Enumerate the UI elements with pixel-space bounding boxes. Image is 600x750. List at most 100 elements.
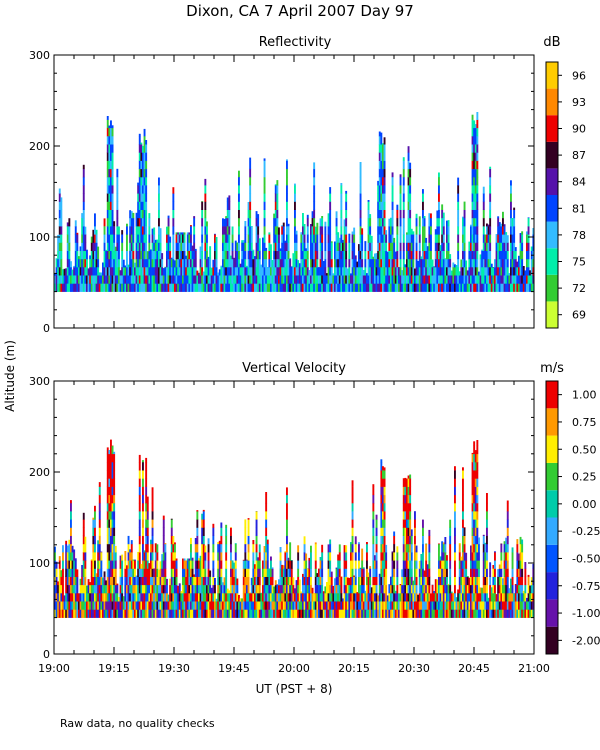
heatmap-cell bbox=[418, 283, 421, 292]
heatmap-cell bbox=[330, 571, 333, 577]
heatmap-cell bbox=[329, 283, 332, 292]
heatmap-cell bbox=[73, 576, 76, 586]
heatmap-cell bbox=[218, 609, 221, 618]
heatmap-cell bbox=[113, 576, 116, 586]
heatmap-cell bbox=[110, 242, 112, 251]
heatmap-cell bbox=[151, 267, 154, 276]
heatmap-cell bbox=[137, 593, 140, 602]
heatmap-cell bbox=[530, 283, 533, 292]
heatmap-cell bbox=[63, 275, 66, 284]
heatmap-cell bbox=[204, 593, 207, 602]
heatmap-cell bbox=[260, 267, 263, 276]
heatmap-cell bbox=[316, 258, 319, 268]
heatmap-cell bbox=[108, 185, 111, 194]
heatmap-cell bbox=[82, 267, 85, 276]
heatmap-cell bbox=[490, 283, 493, 292]
heatmap-cell bbox=[242, 258, 245, 268]
heatmap-cell bbox=[71, 545, 74, 553]
heatmap-cell bbox=[458, 568, 461, 577]
heatmap-cell bbox=[462, 258, 464, 268]
heatmap-cell bbox=[313, 258, 316, 268]
heatmap-cell bbox=[71, 283, 74, 292]
heatmap-cell bbox=[383, 535, 386, 545]
heatmap-cell bbox=[305, 576, 308, 586]
heatmap-cell bbox=[422, 189, 424, 194]
heatmap-cell bbox=[54, 275, 56, 284]
heatmap-cell bbox=[366, 275, 368, 284]
heatmap-cell bbox=[94, 576, 96, 586]
heatmap-cell bbox=[356, 592, 359, 594]
heatmap-cell bbox=[263, 593, 266, 602]
heatmap-cell bbox=[135, 242, 138, 251]
heatmap-cell bbox=[383, 576, 386, 586]
heatmap-cell bbox=[454, 584, 456, 594]
heatmap-cell bbox=[247, 552, 250, 561]
heatmap-cell bbox=[330, 609, 333, 618]
heatmap-cell bbox=[196, 511, 199, 520]
heatmap-cell bbox=[244, 601, 247, 610]
heatmap-cell bbox=[526, 231, 528, 235]
heatmap-cell bbox=[230, 584, 232, 594]
heatmap-cell bbox=[329, 217, 332, 227]
heatmap-cell bbox=[441, 609, 444, 618]
heatmap-cell bbox=[359, 283, 362, 292]
heatmap-cell bbox=[438, 601, 440, 610]
heatmap-cell bbox=[330, 242, 333, 251]
heatmap-cell bbox=[374, 609, 376, 618]
heatmap-cell bbox=[68, 552, 71, 561]
heatmap-cell bbox=[110, 511, 112, 520]
heatmap-cell bbox=[177, 267, 180, 276]
heatmap-cell bbox=[476, 144, 479, 153]
heatmap-cell bbox=[153, 568, 156, 577]
heatmap-cell bbox=[106, 494, 109, 504]
heatmap-cell bbox=[142, 267, 144, 276]
heatmap-cell bbox=[476, 519, 479, 528]
heatmap-cell bbox=[279, 552, 282, 561]
heatmap-cell bbox=[70, 535, 72, 545]
heatmap-cell bbox=[113, 275, 116, 284]
heatmap-cell bbox=[95, 593, 98, 602]
heatmap-cell bbox=[425, 250, 428, 260]
colorbar-swatch bbox=[546, 168, 558, 195]
heatmap-cell bbox=[342, 239, 344, 243]
heatmap-cell bbox=[441, 541, 444, 545]
heatmap-cell bbox=[114, 601, 117, 610]
heatmap-cell bbox=[351, 494, 354, 504]
heatmap-cell bbox=[428, 217, 431, 227]
heatmap-cell bbox=[84, 568, 87, 577]
heatmap-cell bbox=[97, 246, 100, 251]
heatmap-cell bbox=[402, 250, 405, 260]
heatmap-cell bbox=[314, 234, 317, 243]
heatmap-cell bbox=[102, 275, 104, 284]
heatmap-cell bbox=[402, 283, 405, 292]
heatmap-cell bbox=[68, 539, 71, 545]
heatmap-cell bbox=[426, 593, 429, 602]
heatmap-cell bbox=[238, 234, 240, 243]
heatmap-cell bbox=[500, 223, 503, 227]
heatmap-cell bbox=[345, 190, 348, 194]
heatmap-cell bbox=[337, 584, 340, 594]
heatmap-cell bbox=[502, 226, 504, 235]
heatmap-cell bbox=[423, 593, 426, 602]
heatmap-cell bbox=[311, 275, 314, 284]
heatmap-cell bbox=[391, 242, 394, 251]
heatmap-cell bbox=[505, 267, 508, 276]
heatmap-cell bbox=[500, 242, 503, 251]
heatmap-cell bbox=[407, 201, 410, 210]
heatmap-cell bbox=[425, 543, 428, 545]
heatmap-cell bbox=[106, 568, 109, 577]
heatmap-cell bbox=[359, 242, 362, 251]
heatmap-cell bbox=[284, 552, 287, 561]
heatmap-cell bbox=[404, 543, 407, 553]
heatmap-cell bbox=[247, 593, 250, 602]
heatmap-cell bbox=[70, 275, 72, 284]
heatmap-cell bbox=[246, 560, 248, 569]
heatmap-cell bbox=[199, 555, 202, 561]
heatmap-cell bbox=[94, 593, 96, 602]
heatmap-cell bbox=[418, 258, 421, 268]
heatmap-cell bbox=[241, 242, 244, 251]
heatmap-cell bbox=[361, 548, 364, 553]
heatmap-cell bbox=[247, 267, 250, 276]
heatmap-cell bbox=[436, 234, 439, 243]
